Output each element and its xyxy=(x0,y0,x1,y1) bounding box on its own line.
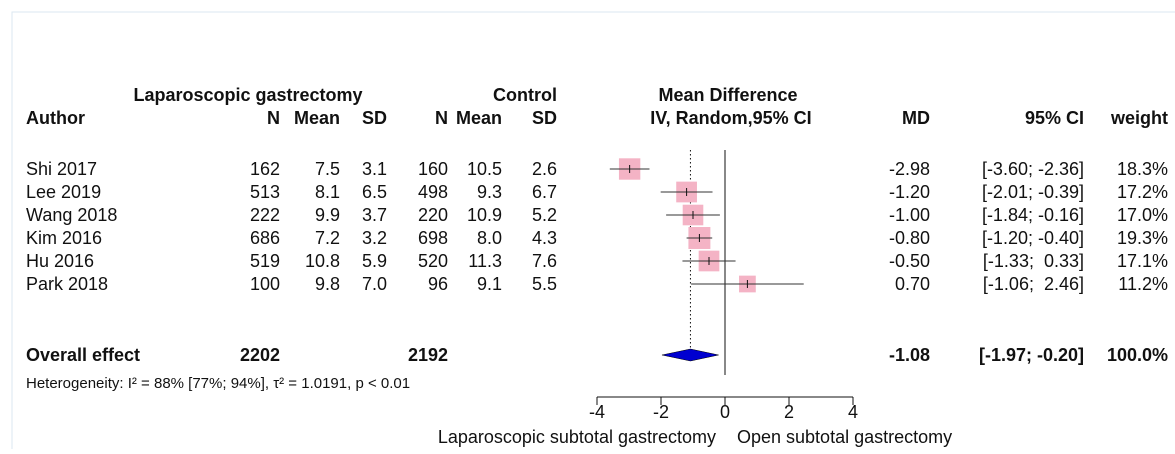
author: Wang 2018 xyxy=(26,205,117,225)
ci-label: [-2.01; -0.39] xyxy=(982,182,1084,202)
table-cell: 10.9 xyxy=(467,205,502,225)
author: Shi 2017 xyxy=(26,159,97,179)
weight-label: 17.1% xyxy=(1117,251,1168,271)
table-cell: 7.5 xyxy=(315,159,340,179)
overall-ci: [-1.97; -0.20] xyxy=(979,345,1084,365)
table-cell: 698 xyxy=(418,228,448,248)
x-tick-label: 2 xyxy=(784,402,794,422)
ci-label: [-1.33; 0.33] xyxy=(983,251,1084,271)
table-cell: 10.5 xyxy=(467,159,502,179)
column-header: 95% CI xyxy=(1025,108,1084,128)
ci-label: [-1.84; -0.16] xyxy=(982,205,1084,225)
table-cell: 520 xyxy=(418,251,448,271)
x-tick-label: -2 xyxy=(653,402,669,422)
md-label: -2.98 xyxy=(889,159,930,179)
ci-label: [-3.60; -2.36] xyxy=(982,159,1084,179)
column-header: Author xyxy=(26,108,85,128)
weight-label: 17.2% xyxy=(1117,182,1168,202)
column-header: Mean xyxy=(456,108,502,128)
column-header: N xyxy=(435,108,448,128)
table-cell: 7.6 xyxy=(532,251,557,271)
table-cell: 513 xyxy=(250,182,280,202)
table-cell: 220 xyxy=(418,205,448,225)
column-header: weight xyxy=(1110,108,1168,128)
table-cell: 7.0 xyxy=(362,274,387,294)
table-cell: 3.1 xyxy=(362,159,387,179)
author: Kim 2016 xyxy=(26,228,102,248)
favours-right: Open subtotal gastrectomy xyxy=(737,427,952,447)
table-cell: 2.6 xyxy=(532,159,557,179)
table-cell: 3.2 xyxy=(362,228,387,248)
table-cell: 519 xyxy=(250,251,280,271)
table-cell: 222 xyxy=(250,205,280,225)
effect-subtitle: IV, Random,95% CI xyxy=(650,108,811,128)
overall-weight: 100.0% xyxy=(1107,345,1168,365)
frame xyxy=(11,11,1175,454)
overall-n: 2192 xyxy=(408,345,448,365)
column-header: N xyxy=(267,108,280,128)
x-tick-label: 0 xyxy=(720,402,730,422)
md-label: -0.80 xyxy=(889,228,930,248)
group-label: Control xyxy=(493,85,557,105)
table-cell: 686 xyxy=(250,228,280,248)
favours-left: Laparoscopic subtotal gastrectomy xyxy=(438,427,716,447)
overall-n: 2202 xyxy=(240,345,280,365)
md-label: 0.70 xyxy=(895,274,930,294)
ci-label: [-1.06; 2.46] xyxy=(983,274,1084,294)
table-cell: 9.1 xyxy=(477,274,502,294)
table-cell: 5.9 xyxy=(362,251,387,271)
group-label: Laparoscopic gastrectomy xyxy=(133,85,362,105)
table-cell: 6.7 xyxy=(532,182,557,202)
weight-label: 18.3% xyxy=(1117,159,1168,179)
column-header: Mean xyxy=(294,108,340,128)
table-cell: 498 xyxy=(418,182,448,202)
table-cell: 10.8 xyxy=(305,251,340,271)
table-cell: 162 xyxy=(250,159,280,179)
table-cell: 4.3 xyxy=(532,228,557,248)
author: Hu 2016 xyxy=(26,251,94,271)
overall-diamond xyxy=(661,348,719,362)
table-cell: 160 xyxy=(418,159,448,179)
table-cell: 11.3 xyxy=(468,251,502,271)
weight-label: 17.0% xyxy=(1117,205,1168,225)
effect-title: Mean Difference xyxy=(658,85,797,105)
table-cell: 5.2 xyxy=(532,205,557,225)
heterogeneity: Heterogeneity: I² = 88% [77%; 94%], τ² =… xyxy=(26,375,410,392)
weight-label: 19.3% xyxy=(1117,228,1168,248)
column-header: SD xyxy=(362,108,387,128)
table-cell: 7.2 xyxy=(315,228,340,248)
table-cell: 9.9 xyxy=(315,205,340,225)
table-cell: 96 xyxy=(428,274,448,294)
table-cell: 9.3 xyxy=(477,182,502,202)
ci-label: [-1.20; -0.40] xyxy=(982,228,1084,248)
table-cell: 8.0 xyxy=(477,228,502,248)
md-label: -1.00 xyxy=(889,205,930,225)
table-cell: 3.7 xyxy=(362,205,387,225)
overall-label: Overall effect xyxy=(26,345,140,365)
table-cell: 8.1 xyxy=(315,182,340,202)
x-tick-label: 4 xyxy=(848,402,858,422)
overall-md: -1.08 xyxy=(889,345,930,365)
weight-label: 11.2% xyxy=(1118,274,1168,294)
table-cell: 6.5 xyxy=(362,182,387,202)
table-cell: 9.8 xyxy=(315,274,340,294)
table-cell: 100 xyxy=(250,274,280,294)
x-tick-label: -4 xyxy=(589,402,605,422)
md-label: -1.20 xyxy=(889,182,930,202)
md-label: -0.50 xyxy=(889,251,930,271)
column-header: MD xyxy=(902,108,930,128)
author: Lee 2019 xyxy=(26,182,101,202)
column-header: SD xyxy=(532,108,557,128)
table-cell: 5.5 xyxy=(532,274,557,294)
author: Park 2018 xyxy=(26,274,108,294)
